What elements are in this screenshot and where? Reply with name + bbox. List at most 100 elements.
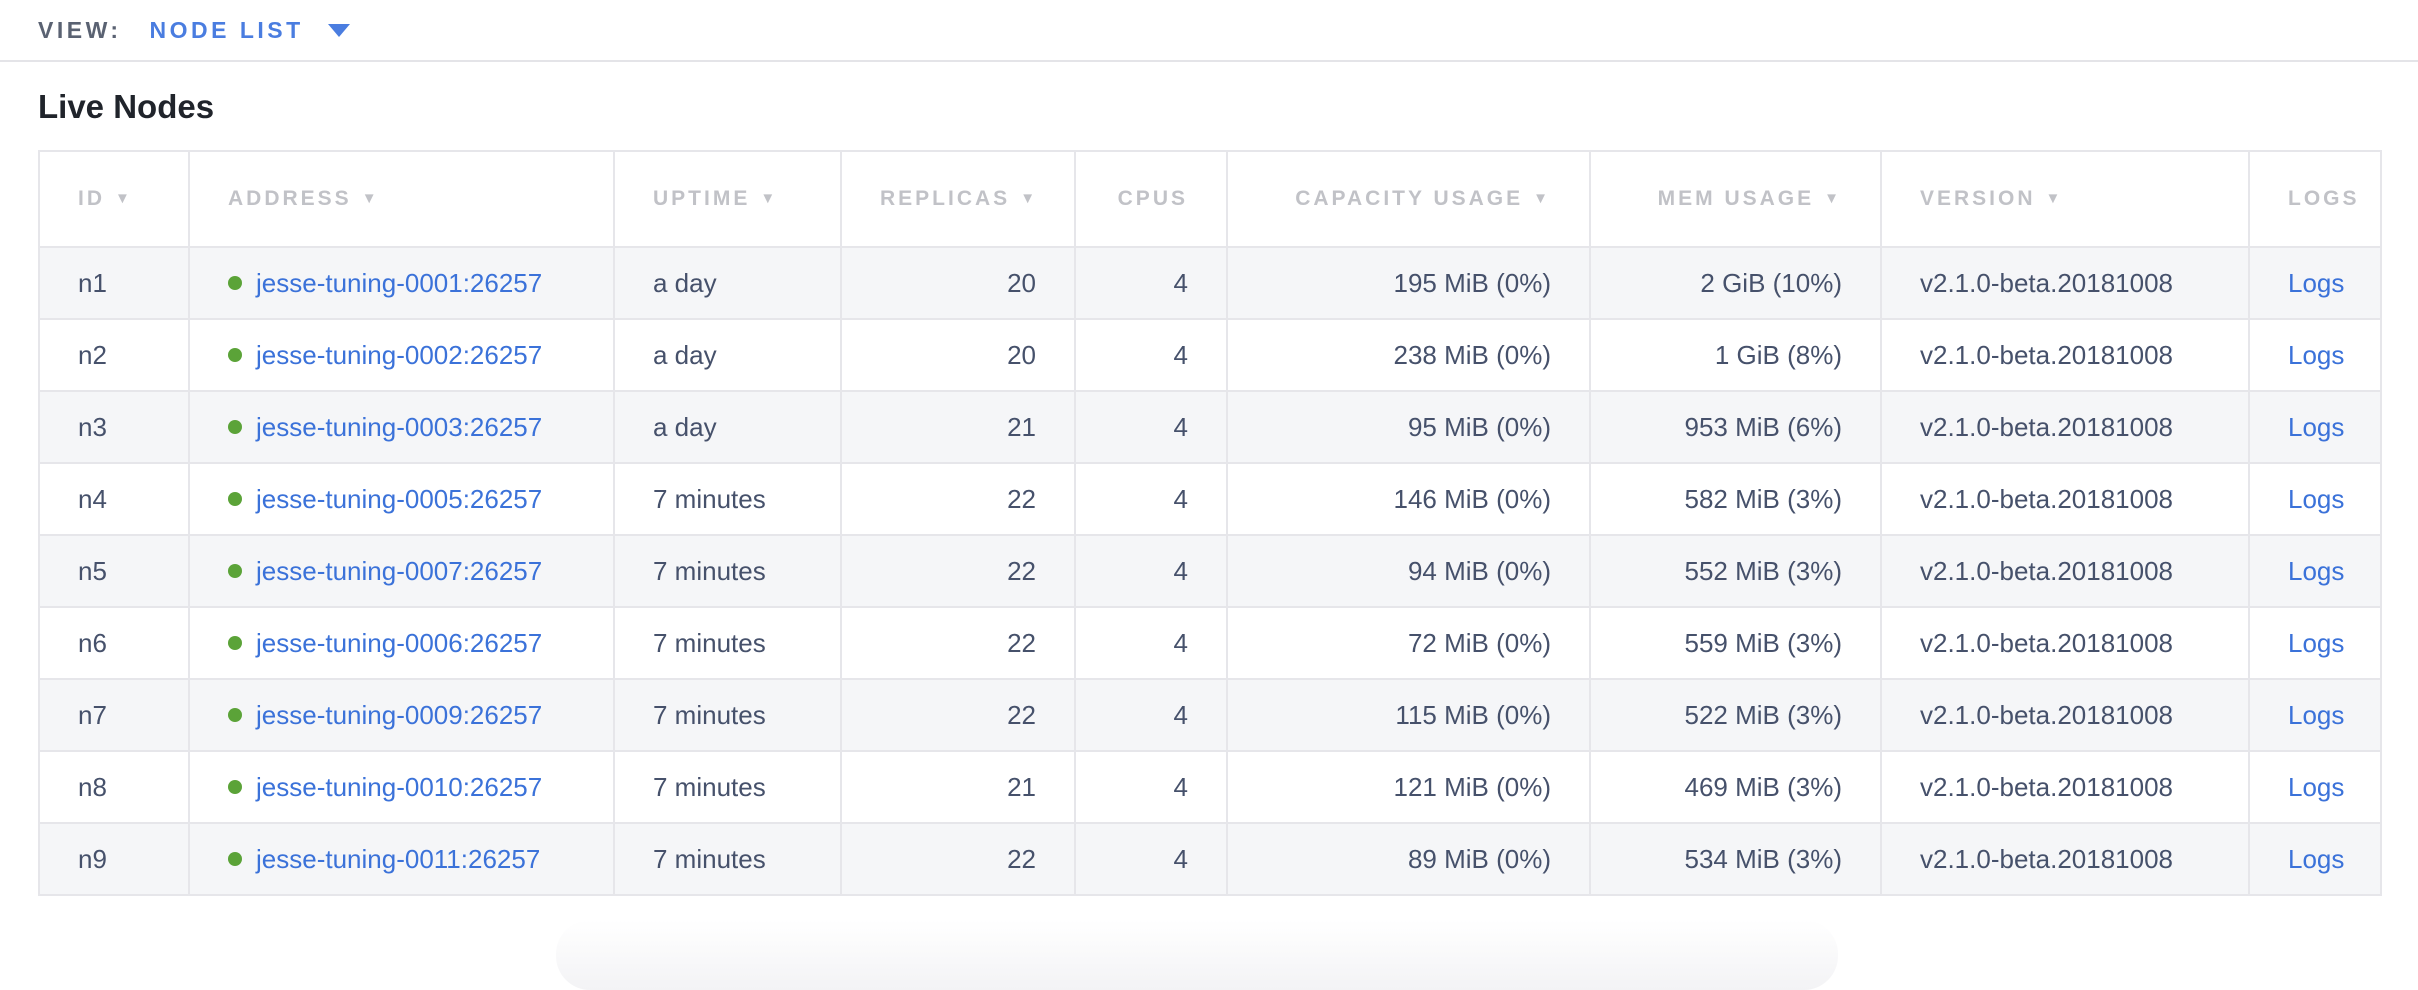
address-link[interactable]: jesse-tuning-0006:26257 [256,627,543,658]
cell-id: n2 [38,318,190,392]
address-link[interactable]: jesse-tuning-0007:26257 [256,555,543,586]
column-label: CPUS [1117,187,1188,210]
cell-capacity: 146 MiB (0%) [1226,462,1591,536]
address-link[interactable]: jesse-tuning-0002:26257 [256,339,543,370]
cell-address: jesse-tuning-0006:26257 [188,606,615,680]
cell-mem: 953 MiB (6%) [1589,390,1882,464]
cell-version: v2.1.0-beta.20181008 [1880,390,2250,464]
logs-link[interactable]: Logs [2288,411,2345,442]
chevron-down-icon [327,23,350,37]
cell-uptime: 7 minutes [613,678,842,752]
column-header-address[interactable]: ADDRESS ▼ [188,150,615,248]
cell-mem: 2 GiB (10%) [1589,246,1882,320]
sort-desc-icon: ▼ [115,190,133,207]
column-label: MEM USAGE [1657,187,1815,210]
cell-mem: 1 GiB (8%) [1589,318,1882,392]
cell-cpus: 4 [1074,318,1228,392]
sort-desc-icon: ▼ [1533,190,1551,207]
cell-mem: 559 MiB (3%) [1589,606,1882,680]
cell-version: v2.1.0-beta.20181008 [1880,246,2250,320]
bottom-card-edge [556,920,1838,990]
cell-logs: Logs [2248,822,2382,896]
cell-version: v2.1.0-beta.20181008 [1880,534,2250,608]
cell-logs: Logs [2248,534,2382,608]
cell-replicas: 20 [840,318,1076,392]
address-link[interactable]: jesse-tuning-0009:26257 [256,699,543,730]
cell-capacity: 195 MiB (0%) [1226,246,1591,320]
cell-replicas: 20 [840,246,1076,320]
cell-replicas: 22 [840,462,1076,536]
column-header-cpus: CPUS [1074,150,1228,248]
column-label: ID [78,187,105,210]
cell-uptime: a day [613,246,842,320]
cell-capacity: 95 MiB (0%) [1226,390,1591,464]
logs-link[interactable]: Logs [2288,555,2345,586]
sort-desc-icon: ▼ [2045,190,2064,207]
cell-mem: 582 MiB (3%) [1589,462,1882,536]
cell-version: v2.1.0-beta.20181008 [1880,822,2250,896]
live-nodes-table: ID ▼ ADDRESS ▼ UPTIME ▼ REPLICAS ▼ CPUS CAPACITY … [38,150,2382,896]
cell-address: jesse-tuning-0003:26257 [188,390,615,464]
sort-desc-icon: ▼ [361,190,380,207]
cell-replicas: 22 [840,678,1076,752]
node-live-status-icon [228,347,242,362]
cell-replicas: 22 [840,534,1076,608]
cell-version: v2.1.0-beta.20181008 [1880,462,2250,536]
cell-id: n5 [38,534,190,608]
cell-cpus: 4 [1074,606,1228,680]
node-live-status-icon [228,419,242,434]
cell-cpus: 4 [1074,678,1228,752]
logs-link[interactable]: Logs [2288,843,2345,874]
address-link[interactable]: jesse-tuning-0011:26257 [256,843,541,874]
cell-cpus: 4 [1074,390,1228,464]
cell-cpus: 4 [1074,750,1228,824]
cell-mem: 469 MiB (3%) [1589,750,1882,824]
cell-id: n1 [38,246,190,320]
logs-link[interactable]: Logs [2288,771,2345,802]
address-link[interactable]: jesse-tuning-0005:26257 [256,483,543,514]
logs-link[interactable]: Logs [2288,483,2345,514]
cell-address: jesse-tuning-0005:26257 [188,462,615,536]
cell-capacity: 238 MiB (0%) [1226,318,1591,392]
cell-id: n4 [38,462,190,536]
table-row: n7 jesse-tuning-0009:26257 7 minutes 22 4 115… [38,678,2382,752]
node-live-status-icon [228,563,242,578]
cell-address: jesse-tuning-0010:26257 [188,750,615,824]
cell-replicas: 21 [840,750,1076,824]
cell-logs: Logs [2248,462,2382,536]
cell-logs: Logs [2248,390,2382,464]
cell-mem: 552 MiB (3%) [1589,534,1882,608]
view-selector-dropdown[interactable]: NODE LIST [150,17,350,44]
column-header-version[interactable]: VERSION ▼ [1880,150,2250,248]
column-label: CAPACITY USAGE [1295,187,1524,210]
address-link[interactable]: jesse-tuning-0003:26257 [256,411,543,442]
logs-link[interactable]: Logs [2288,699,2345,730]
column-header-id[interactable]: ID ▼ [38,150,190,248]
logs-link[interactable]: Logs [2288,267,2345,298]
cell-capacity: 89 MiB (0%) [1226,822,1591,896]
logs-link[interactable]: Logs [2288,339,2345,370]
cell-uptime: a day [613,318,842,392]
table-row: n2 jesse-tuning-0002:26257 a day 20 4 238 MiB… [38,318,2382,392]
cell-logs: Logs [2248,246,2382,320]
cell-address: jesse-tuning-0002:26257 [188,318,615,392]
cell-uptime: 7 minutes [613,822,842,896]
sort-desc-icon: ▼ [1020,190,1039,207]
cell-replicas: 22 [840,606,1076,680]
cell-mem: 522 MiB (3%) [1589,678,1882,752]
address-link[interactable]: jesse-tuning-0001:26257 [256,267,543,298]
column-header-uptime[interactable]: UPTIME ▼ [613,150,842,248]
table-row: n5 jesse-tuning-0007:26257 7 minutes 22 4 94 … [38,534,2382,608]
cell-logs: Logs [2248,750,2382,824]
column-header-replicas[interactable]: REPLICAS ▼ [840,150,1076,248]
logs-link[interactable]: Logs [2288,627,2345,658]
address-link[interactable]: jesse-tuning-0010:26257 [256,771,543,802]
table-row: n3 jesse-tuning-0003:26257 a day 21 4 95 MiB … [38,390,2382,464]
column-header-mem[interactable]: MEM USAGE ▼ [1589,150,1882,248]
table-row: n1 jesse-tuning-0001:26257 a day 20 4 195 MiB… [38,246,2382,320]
cell-uptime: 7 minutes [613,750,842,824]
column-header-capacity[interactable]: CAPACITY USAGE ▼ [1226,150,1591,248]
cell-replicas: 21 [840,390,1076,464]
node-live-status-icon [228,707,242,722]
sort-desc-icon: ▼ [760,190,779,207]
